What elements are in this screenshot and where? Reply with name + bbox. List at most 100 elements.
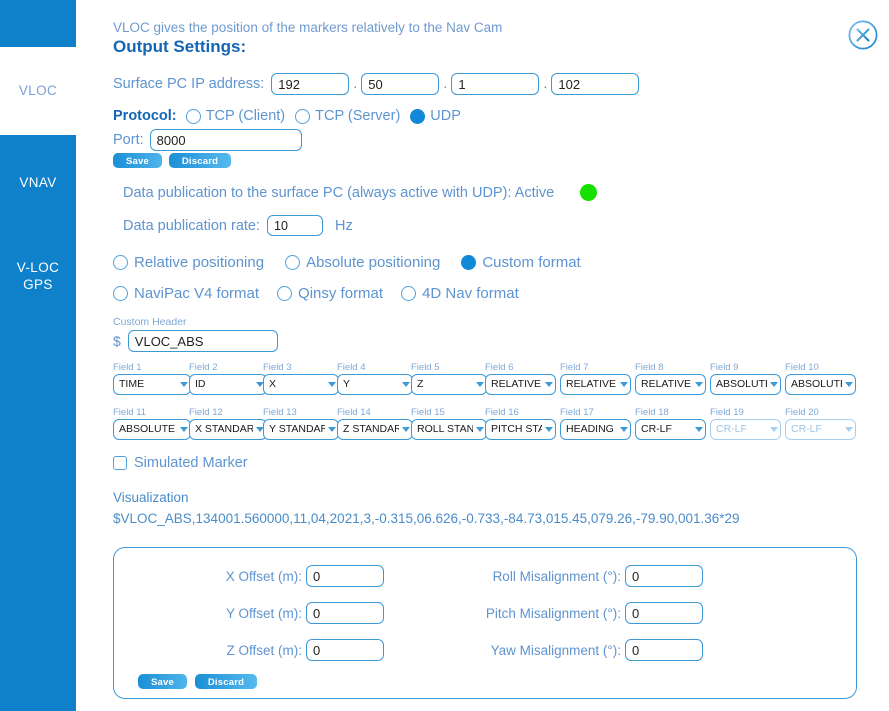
visualization-label: Visualization bbox=[113, 490, 189, 505]
right-offset-input-3[interactable] bbox=[625, 639, 703, 661]
format-option-4d-nav-label: 4D Nav format bbox=[422, 285, 519, 302]
field-11-label: Field 11 bbox=[113, 407, 147, 418]
publication-rate-row: Data publication rate: Hz bbox=[123, 215, 353, 236]
left-offset-label-1: X Offset (m): bbox=[225, 569, 302, 584]
protocol-option-udp[interactable]: UDP bbox=[410, 108, 461, 124]
field-14-select[interactable]: Z STANDARD DEV bbox=[337, 419, 413, 440]
field-selector-15: Field 15 ROLL STANDARD DEV bbox=[411, 407, 487, 440]
field-1-label: Field 1 bbox=[113, 362, 142, 373]
format-option-relative-positioning[interactable]: Relative positioning bbox=[113, 254, 264, 271]
radio-tcp-server[interactable] bbox=[295, 108, 311, 124]
protocol-option-tcp-server-label: TCP (Server) bbox=[315, 108, 401, 124]
field-selector-2: Field 2 ID bbox=[189, 362, 267, 395]
field-selector-6: Field 6 RELATIVE ROLL bbox=[485, 362, 556, 395]
sidebar-item-vloc[interactable]: VLOC bbox=[0, 47, 76, 135]
field-selector-10: Field 10 ABSOLUTE PITCH bbox=[785, 362, 856, 395]
field-4-select[interactable]: Y bbox=[337, 374, 413, 395]
field-15-label: Field 15 bbox=[411, 407, 445, 418]
radio-udp[interactable] bbox=[410, 108, 426, 124]
field-8-select[interactable]: RELATIVE YAW bbox=[635, 374, 706, 395]
field-20-value: CR-LF bbox=[791, 424, 822, 435]
custom-header-input[interactable] bbox=[127, 330, 278, 352]
radio-custom-format[interactable] bbox=[461, 255, 477, 270]
right-offset-input-1[interactable] bbox=[625, 565, 703, 587]
publication-rate-unit: Hz bbox=[335, 217, 353, 234]
page-title: Output Settings: bbox=[113, 37, 247, 56]
save-button-protocol[interactable]: Save bbox=[113, 153, 162, 168]
format-option-custom-format[interactable]: Custom format bbox=[461, 254, 581, 271]
ip-separator-3: . bbox=[543, 76, 548, 92]
left-offset-label-2: Y Offset (m): bbox=[225, 606, 302, 621]
chevron-down-icon bbox=[617, 382, 630, 387]
field-selector-17: Field 17 HEADING STANDARD bbox=[560, 407, 631, 440]
left-offset-input-2[interactable] bbox=[306, 602, 384, 624]
field-2-select[interactable]: ID bbox=[189, 374, 267, 395]
field-15-select[interactable]: ROLL STANDARD DEV bbox=[411, 419, 487, 440]
radio-absolute-positioning[interactable] bbox=[285, 255, 301, 270]
radio-navipac-v4[interactable] bbox=[113, 286, 128, 301]
field-12-value: X STANDARD DEV bbox=[195, 424, 253, 435]
radio-4d-nav[interactable] bbox=[401, 286, 417, 301]
simulated-marker-row[interactable]: Simulated Marker bbox=[113, 455, 248, 471]
ip-octet-3[interactable] bbox=[451, 73, 540, 95]
field-9-select[interactable]: ABSOLUTE ROLL bbox=[710, 374, 781, 395]
protocol-option-tcp-server[interactable]: TCP (Server) bbox=[295, 108, 400, 124]
field-16-value: PITCH STANDARD DEV bbox=[491, 424, 542, 435]
sidebar-item-vnav-label: VNAV bbox=[19, 175, 57, 191]
offset-panel: X Offset (m): Y Offset (m): Z Offset (m): R… bbox=[113, 547, 857, 699]
sidebar-item-vnav[interactable]: VNAV bbox=[0, 135, 76, 232]
field-11-select[interactable]: ABSOLUTE HEADING bbox=[113, 419, 191, 440]
field-17-value: HEADING STANDARD bbox=[566, 424, 617, 435]
field-7-select[interactable]: RELATIVE PITCH bbox=[560, 374, 631, 395]
field-10-select[interactable]: ABSOLUTE PITCH bbox=[785, 374, 856, 395]
publication-rate-input[interactable] bbox=[267, 215, 324, 236]
field-17-select[interactable]: HEADING STANDARD bbox=[560, 419, 631, 440]
field-3-select[interactable]: X bbox=[263, 374, 339, 395]
format-option-navipac-v4[interactable]: NaviPac V4 format bbox=[113, 285, 259, 302]
port-label: Port: bbox=[113, 132, 144, 148]
format-option-qinsy[interactable]: Qinsy format bbox=[277, 285, 383, 302]
protocol-option-tcp-client-label: TCP (Client) bbox=[205, 108, 286, 124]
protocol-option-tcp-client[interactable]: TCP (Client) bbox=[185, 108, 286, 124]
field-16-select[interactable]: PITCH STANDARD DEV bbox=[485, 419, 556, 440]
discard-button-offsets[interactable]: Discard bbox=[195, 674, 257, 689]
field-7-label: Field 7 bbox=[560, 362, 589, 373]
field-3-value: X bbox=[269, 379, 277, 390]
chevron-down-icon bbox=[542, 382, 555, 387]
field-4-value: Y bbox=[343, 379, 351, 390]
radio-qinsy[interactable] bbox=[277, 286, 293, 301]
field-6-value: RELATIVE ROLL bbox=[491, 379, 542, 390]
close-circle-icon[interactable] bbox=[848, 20, 878, 50]
field-5-select[interactable]: Z bbox=[411, 374, 487, 395]
field-9-label: Field 9 bbox=[710, 362, 739, 373]
field-selector-1: Field 1 TIME bbox=[113, 362, 191, 395]
discard-button-protocol[interactable]: Discard bbox=[169, 153, 231, 168]
simulated-marker-checkbox[interactable] bbox=[113, 456, 127, 470]
ip-separator-2: . bbox=[443, 76, 448, 92]
field-6-select[interactable]: RELATIVE ROLL bbox=[485, 374, 556, 395]
ip-address-row: Surface PC IP address: . . . bbox=[113, 73, 640, 95]
ip-octet-1[interactable] bbox=[271, 73, 350, 95]
port-input[interactable] bbox=[149, 129, 302, 151]
right-offset-input-2[interactable] bbox=[625, 602, 703, 624]
ip-octet-4[interactable] bbox=[551, 73, 640, 95]
field-13-label: Field 13 bbox=[263, 407, 297, 418]
field-13-select[interactable]: Y STANDARD DEV bbox=[263, 419, 339, 440]
format-option-absolute-positioning[interactable]: Absolute positioning bbox=[285, 254, 440, 271]
field-2-value: ID bbox=[195, 379, 206, 390]
field-1-select[interactable]: TIME bbox=[113, 374, 191, 395]
save-button-offsets[interactable]: Save bbox=[138, 674, 187, 689]
publication-status-row: Data publication to the surface PC (alwa… bbox=[123, 184, 598, 201]
radio-tcp-client[interactable] bbox=[185, 108, 201, 124]
field-19-select: CR-LF bbox=[710, 419, 781, 440]
field-12-select[interactable]: X STANDARD DEV bbox=[189, 419, 267, 440]
ip-octet-2[interactable] bbox=[361, 73, 440, 95]
sidebar-item-vloc-gps[interactable]: V-LOC GPS bbox=[0, 232, 76, 711]
left-offset-input-1[interactable] bbox=[306, 565, 384, 587]
format-option-4d-nav[interactable]: 4D Nav format bbox=[401, 285, 519, 302]
field-18-select[interactable]: CR-LF bbox=[635, 419, 706, 440]
field-selector-20: Field 20 CR-LF bbox=[785, 407, 856, 440]
left-offset-input-3[interactable] bbox=[306, 639, 384, 661]
radio-relative-positioning[interactable] bbox=[113, 255, 128, 270]
